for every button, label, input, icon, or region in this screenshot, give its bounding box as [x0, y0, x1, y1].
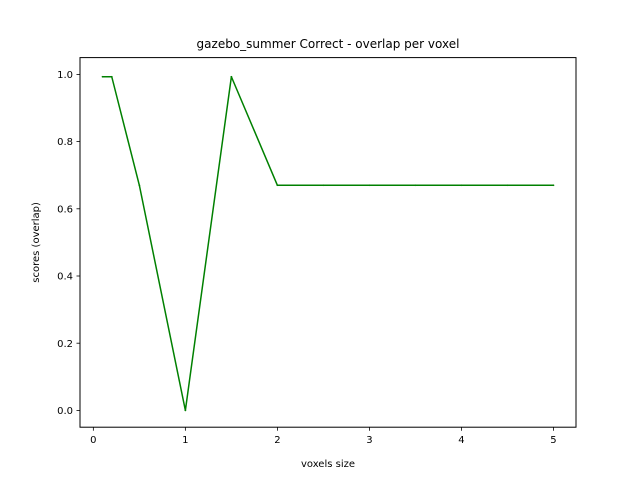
plot-frame [79, 57, 577, 428]
series-layer [101, 75, 555, 412]
data-point [506, 184, 509, 187]
x-tick-label: 4 [458, 435, 464, 446]
x-tick-label: 0 [90, 435, 96, 446]
y-tick-label: 0.4 [57, 272, 73, 283]
data-point [230, 75, 233, 78]
data-point [460, 184, 463, 187]
x-tick-label: 5 [550, 435, 556, 446]
x-axis-label: voxels size [301, 459, 355, 470]
data-point [276, 184, 279, 187]
data-point [322, 184, 325, 187]
series-line-0 [102, 76, 554, 412]
data-point [368, 184, 371, 187]
x-tick-label: 2 [274, 435, 280, 446]
x-tick-label: 3 [366, 435, 372, 446]
x-tick-label: 1 [182, 435, 188, 446]
y-tick-label: 0.0 [57, 406, 73, 417]
y-tick-label: 0.2 [57, 339, 73, 350]
y-tick-label: 0.8 [57, 137, 73, 148]
data-point [184, 409, 187, 412]
y-axis: 0.0 0.2 0.4 0.6 0.8 1.0 [57, 70, 80, 417]
y-axis-label: scores (overlap) [31, 202, 42, 283]
data-point [110, 75, 113, 78]
data-point [138, 184, 141, 187]
data-point [101, 75, 104, 78]
x-axis: 0 1 2 3 4 5 [90, 427, 557, 446]
y-tick-label: 0.6 [57, 204, 73, 215]
data-point [414, 184, 417, 187]
chart-title: gazebo_summer Correct - overlap per voxe… [197, 37, 460, 51]
data-point [552, 184, 555, 187]
y-tick-label: 1.0 [57, 70, 73, 81]
